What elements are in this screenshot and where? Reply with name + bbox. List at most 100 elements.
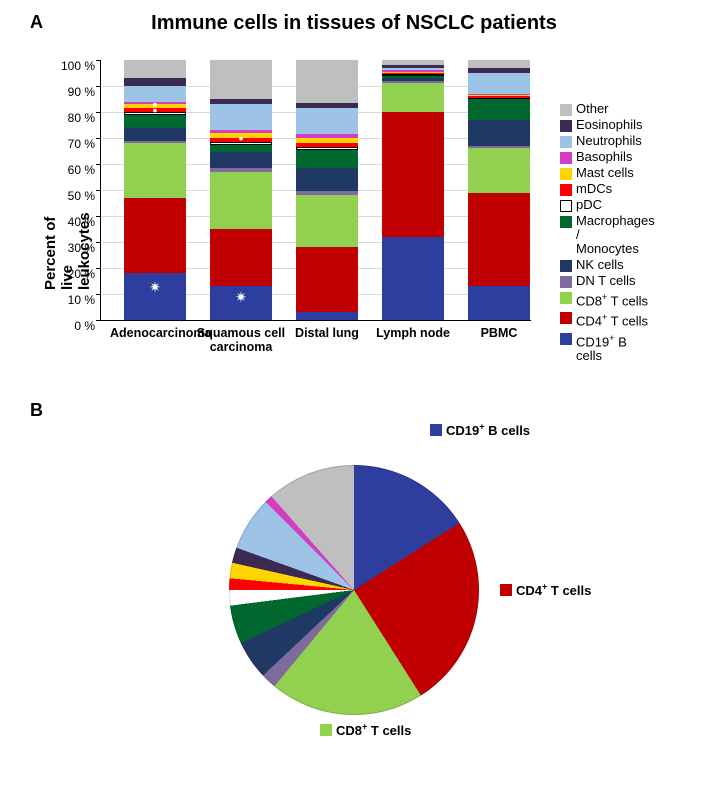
bar-segment-nk [468, 120, 530, 146]
bar-segment-eos [296, 103, 358, 108]
legend-item: Macrophages /Monocytes [560, 214, 655, 256]
legend-item: pDC [560, 198, 655, 212]
bar-segment-other [210, 60, 272, 99]
bar-segment-mast [468, 95, 530, 96]
bar-segment-other [124, 60, 186, 78]
bar-segment-dnt [468, 146, 530, 149]
bar-segment-mdc [382, 73, 444, 74]
legend-label: NK cells [576, 258, 624, 272]
y-tick: 100 % [61, 59, 101, 73]
y-tick-mark [96, 268, 101, 269]
pie-label-cd4: CD4+ T cells [500, 582, 591, 598]
bar [296, 60, 358, 320]
legend-label: Eosinophils [576, 118, 643, 132]
bar-segment-mast [296, 138, 358, 143]
legend-item: NK cells [560, 258, 655, 272]
legend-item: CD4+ T cells [560, 310, 655, 328]
bar-segment-cd19 [468, 286, 530, 320]
y-tick: 60 % [68, 163, 101, 177]
bar-segment-eos [382, 65, 444, 68]
legend-item: DN T cells [560, 274, 655, 288]
legend-swatch [560, 276, 572, 288]
legend-label: Macrophages /Monocytes [576, 214, 655, 256]
bar-segment-other [468, 60, 530, 68]
bar-segment-cd8 [468, 148, 530, 192]
bar-segment-nk [124, 128, 186, 141]
bar-segment-cd4 [210, 229, 272, 286]
bar-segment-dnt [382, 81, 444, 84]
pie-swatch [500, 584, 512, 596]
y-tick: 10 % [68, 293, 101, 307]
y-axis-label: Percent of live leukocytes [42, 212, 93, 290]
legend-item: Neutrophils [560, 134, 655, 148]
y-tick-mark [96, 60, 101, 61]
legend-item: mDCs [560, 182, 655, 196]
bar-segment-cd19 [382, 237, 444, 320]
bar-segment-eos [210, 99, 272, 104]
bar-segment-baso [468, 94, 530, 95]
bar-segment-neut [382, 68, 444, 71]
pie-border [229, 465, 479, 715]
bar-segment-dnt [296, 191, 358, 195]
bar-segment-dnt [210, 168, 272, 172]
bar-segment-neut [296, 108, 358, 134]
y-tick-mark [96, 294, 101, 295]
bar-segment-eos [468, 68, 530, 73]
bar-segment-cd8 [124, 143, 186, 198]
legend-swatch [560, 333, 572, 345]
x-category-label: Squamous cellcarcinoma [196, 320, 286, 354]
pie-label-text: CD19+ B cells [446, 423, 530, 438]
bar-segment-cd4 [382, 112, 444, 237]
bar: ✷•• [124, 60, 186, 320]
bar-segment-nk [296, 168, 358, 191]
legend-label: Mast cells [576, 166, 634, 180]
legend-swatch [560, 292, 572, 304]
legend-swatch [560, 216, 572, 228]
bar-segment-cd19 [296, 312, 358, 320]
y-tick-mark [96, 320, 101, 321]
legend-label: Basophils [576, 150, 632, 164]
legend-swatch [560, 260, 572, 272]
chart-title: Immune cells in tissues of NSCLC patient… [0, 12, 708, 35]
legend-item: Other [560, 102, 655, 116]
pie-label-text: CD4+ T cells [516, 583, 591, 598]
bar [382, 60, 444, 320]
legend-label: CD8+ T cells [576, 290, 648, 308]
bar-segment-nk [382, 78, 444, 81]
legend-swatch [560, 136, 572, 148]
bar-segment-baso [382, 70, 444, 71]
y-tick: 80 % [68, 111, 101, 125]
y-tick: 50 % [68, 189, 101, 203]
pie-label-text: CD8+ T cells [336, 723, 411, 738]
pie-swatch [430, 424, 442, 436]
bar-segment-cd8 [210, 172, 272, 229]
bar-segment-pdc [296, 147, 358, 150]
bar-segment-baso [296, 134, 358, 138]
significance-marker: • [239, 131, 244, 145]
bar-segment-nk [210, 152, 272, 168]
bar-segment-neut [210, 104, 272, 130]
x-category-label: PBMC [454, 320, 544, 340]
y-tick-mark [96, 86, 101, 87]
bar-segment-cd4 [296, 247, 358, 312]
bar-segment-cd8 [382, 83, 444, 112]
bar-segment-mdc [468, 96, 530, 97]
legend-swatch [560, 152, 572, 164]
legend-swatch [560, 120, 572, 132]
pie-swatch [320, 724, 332, 736]
legend-label: pDC [576, 198, 602, 212]
legend-item: CD8+ T cells [560, 290, 655, 308]
legend-swatch [560, 312, 572, 324]
bar-segment-mdc [296, 143, 358, 147]
legend-label: Neutrophils [576, 134, 642, 148]
significance-marker: ✷ [149, 280, 161, 294]
x-category-label: Distal lung [282, 320, 372, 340]
bar-segment-pdc [468, 98, 530, 99]
bar-segment-mast [382, 72, 444, 73]
legend-swatch [560, 104, 572, 116]
x-category-label: Adenocarcinoma [110, 320, 200, 340]
bar-plot-area: 0 %10 %20 %30 %40 %50 %60 %70 %80 %90 %1… [100, 60, 531, 321]
legend-item: Mast cells [560, 166, 655, 180]
bar-segment-dnt [124, 141, 186, 144]
y-tick-mark [96, 242, 101, 243]
